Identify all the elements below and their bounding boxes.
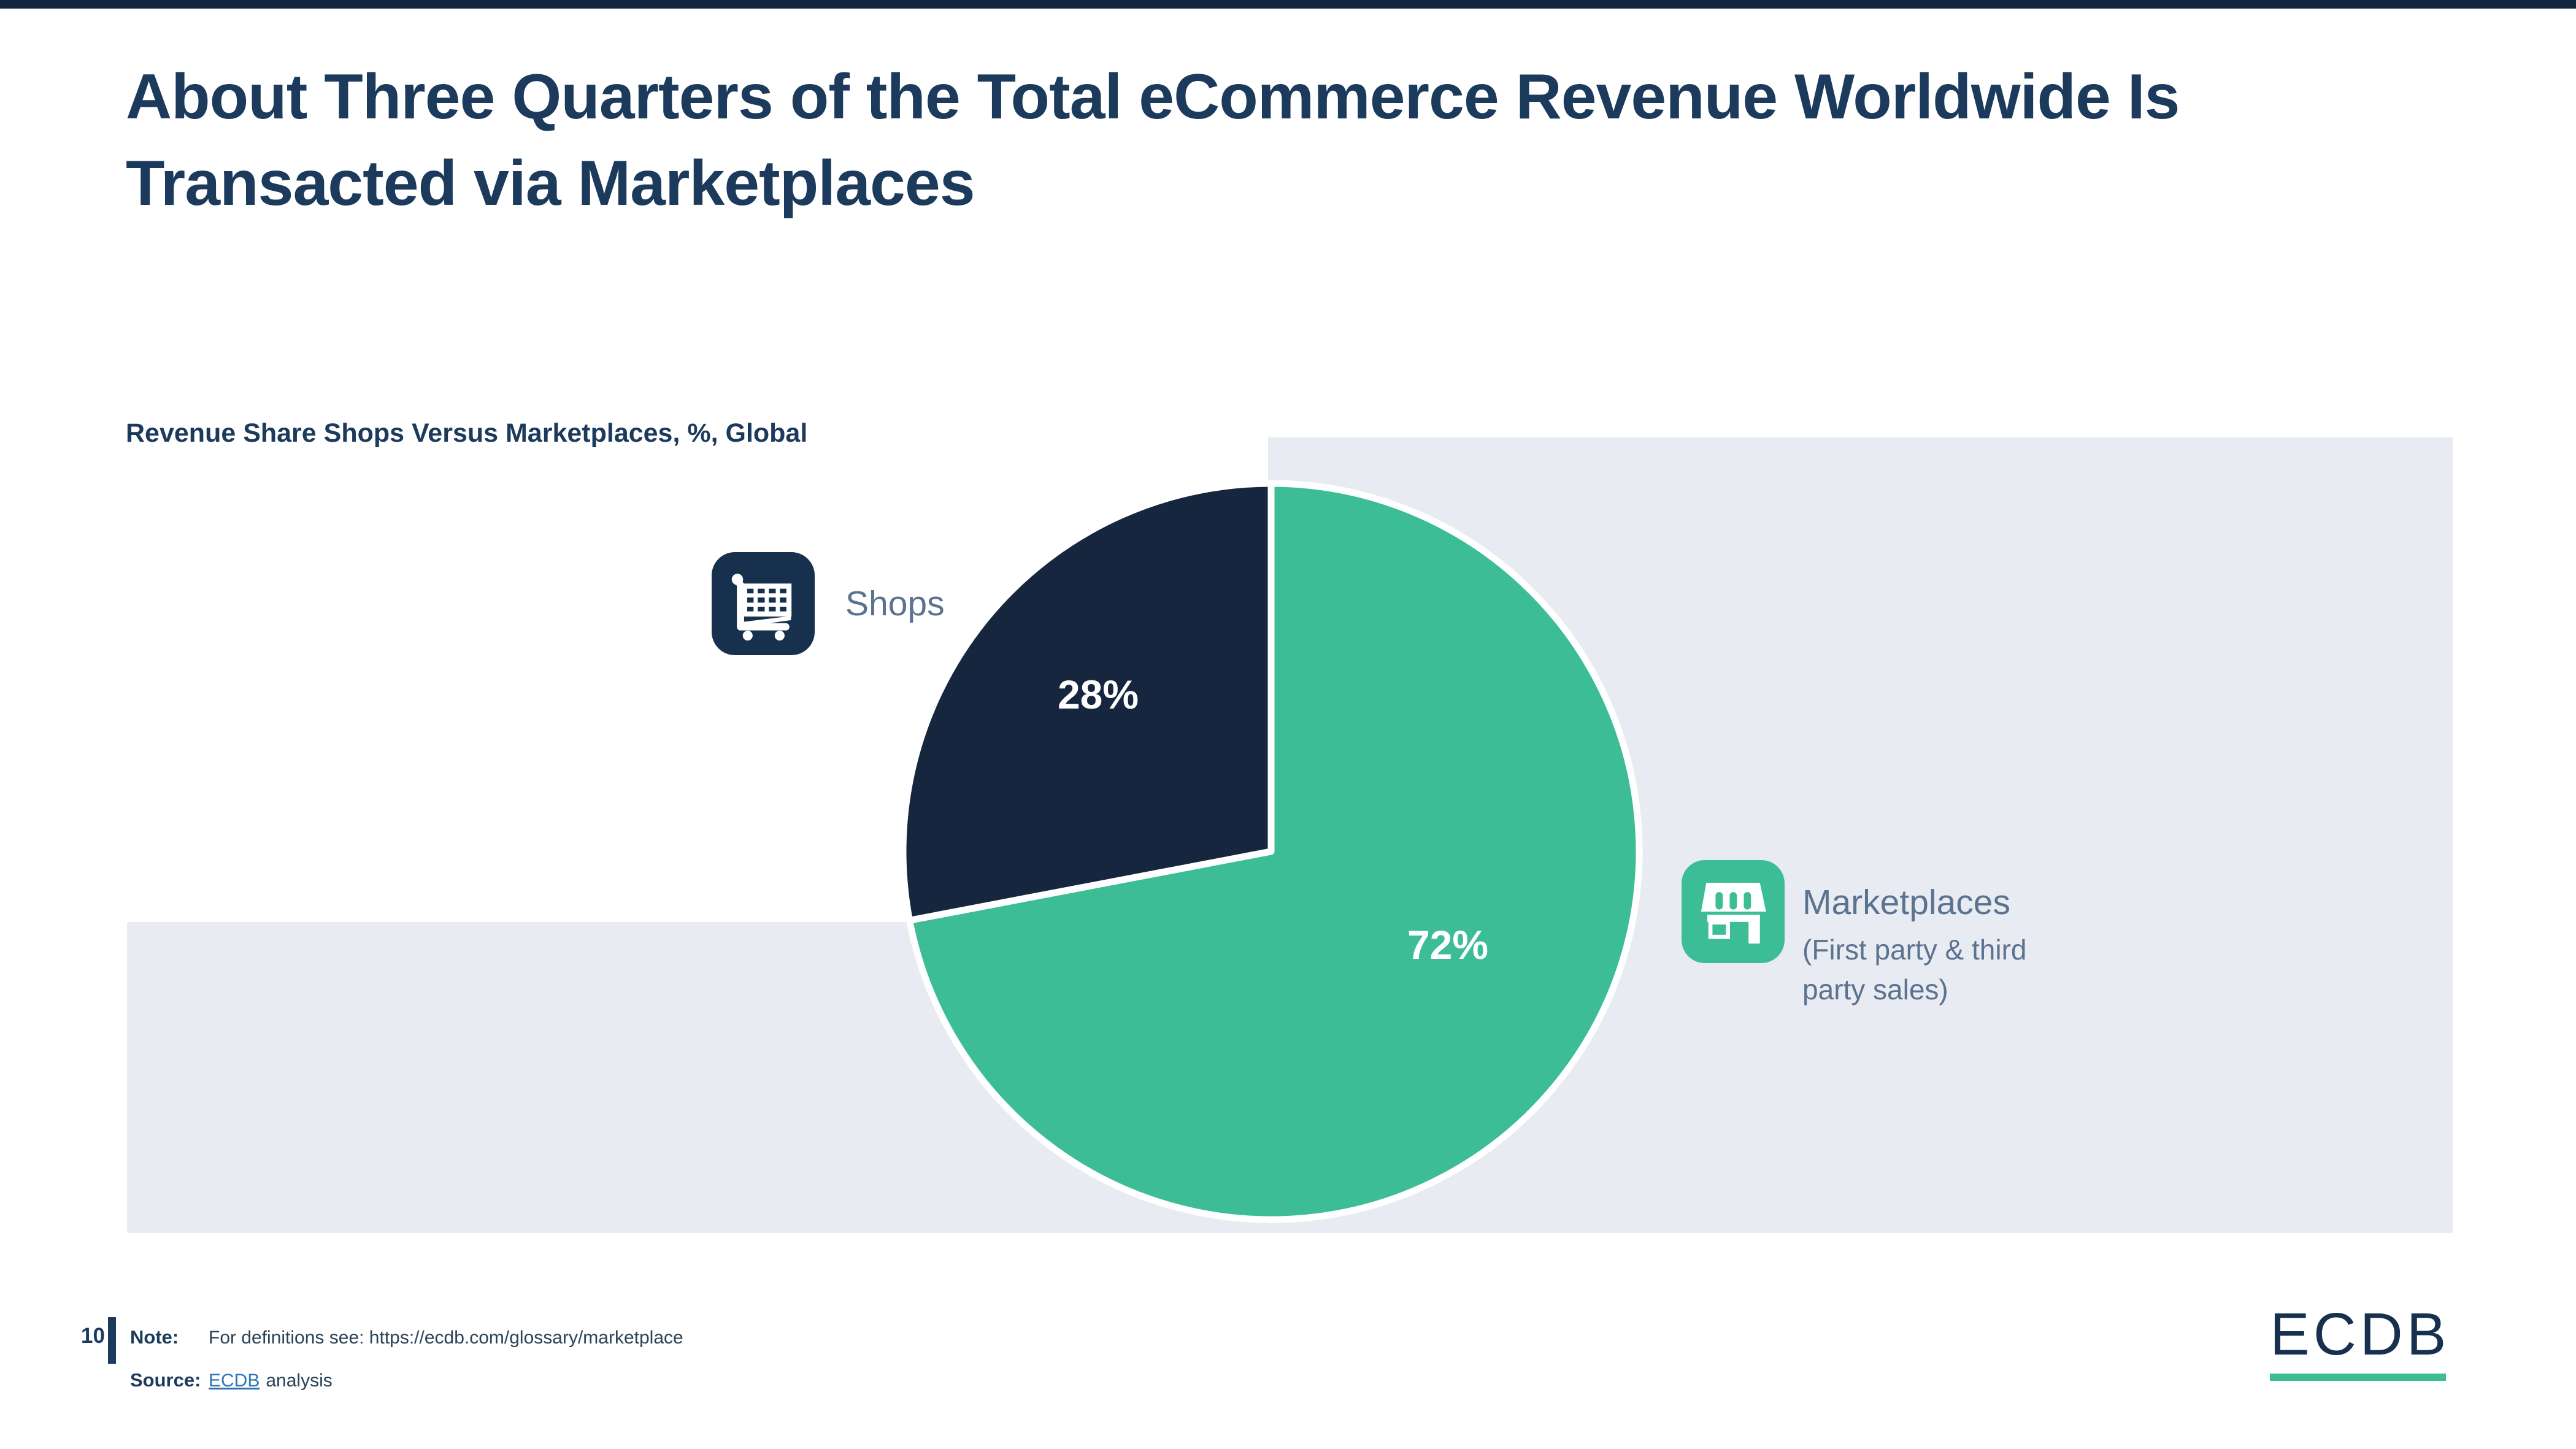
marketplaces-legend-sublabel: (First party & third party sales)	[1802, 934, 2027, 1006]
marketplaces-icon-badge	[1682, 860, 1785, 963]
marketplaces-legend: Marketplaces (First party & third party …	[1802, 882, 2109, 1010]
footer-divider-bar	[108, 1317, 116, 1364]
shops-value-label: 28%	[1057, 672, 1139, 717]
page-title-line1: About Three Quarters of the Total eComme…	[126, 61, 2180, 133]
chart-title: Revenue Share Shops Versus Marketplaces,…	[126, 418, 808, 448]
page-title: About Three Quarters of the Total eComme…	[126, 54, 2469, 227]
ecdb-logo-underline	[2270, 1374, 2446, 1381]
shopping-cart-icon	[712, 552, 815, 655]
shops-icon-badge	[712, 552, 815, 655]
source-label: Source:	[130, 1369, 201, 1391]
storefront-icon	[1682, 860, 1785, 963]
page-number: 10	[81, 1324, 105, 1348]
shops-legend-label: Shops	[845, 584, 945, 623]
ecdb-logo: ECDB	[2270, 1304, 2450, 1381]
pie-slice-shops	[899, 480, 1275, 924]
pie-chart	[899, 480, 1643, 1223]
source-ecdb-link[interactable]: ECDB	[209, 1370, 260, 1391]
ecdb-logo-text: ECDB	[2270, 1301, 2450, 1367]
note-text: For definitions see: https://ecdb.com/gl…	[209, 1328, 683, 1348]
page-title-line2: Transacted via Marketplaces	[126, 148, 975, 219]
top-accent-bar	[0, 0, 2576, 9]
marketplaces-legend-label: Marketplaces	[1802, 883, 2010, 922]
note-label: Note:	[130, 1326, 179, 1348]
source-rest-text: analysis	[266, 1370, 333, 1391]
pie-slice-marketplaces	[906, 480, 1643, 1223]
marketplaces-value-label: 72%	[1407, 922, 1489, 967]
source-text: ECDB analysis	[209, 1370, 333, 1391]
